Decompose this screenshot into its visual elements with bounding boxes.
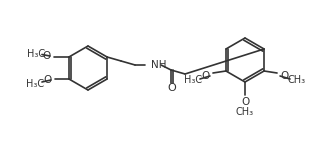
Text: H₃C: H₃C bbox=[26, 79, 44, 89]
Text: NH: NH bbox=[151, 60, 167, 70]
Text: O: O bbox=[202, 71, 210, 81]
Text: O: O bbox=[280, 71, 288, 81]
Text: O: O bbox=[43, 51, 51, 61]
Text: H₃C: H₃C bbox=[27, 49, 45, 59]
Text: CH₃: CH₃ bbox=[236, 107, 254, 117]
Text: O: O bbox=[168, 83, 176, 93]
Text: O: O bbox=[44, 75, 52, 85]
Text: O: O bbox=[241, 97, 249, 107]
Text: H₃C: H₃C bbox=[184, 75, 202, 85]
Text: CH₃: CH₃ bbox=[288, 75, 306, 85]
